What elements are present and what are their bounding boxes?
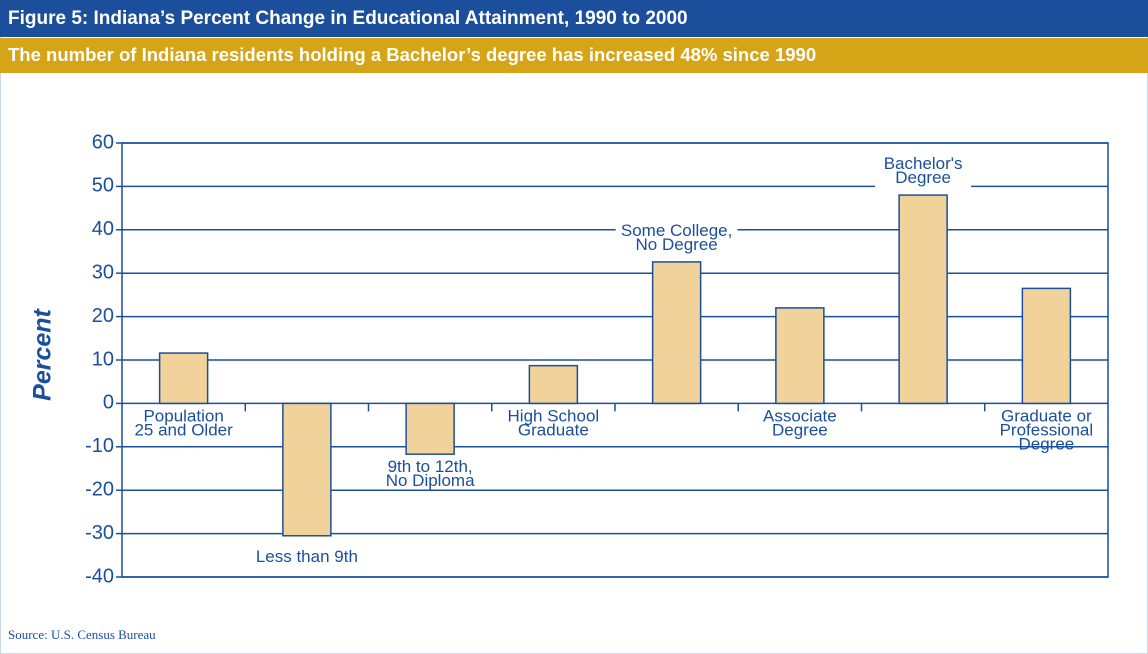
x-tick-label: Less than 9th bbox=[256, 547, 358, 566]
x-tick-label: Some College, No Degree bbox=[621, 221, 733, 254]
y-tick-label: 30 bbox=[92, 261, 114, 283]
x-tick-label-line: Population bbox=[143, 407, 223, 426]
bar bbox=[405, 402, 455, 455]
x-tick-label-line: High School bbox=[508, 407, 600, 426]
bar bbox=[528, 364, 579, 405]
x-tick-label-line: 25 and Older bbox=[134, 421, 233, 440]
chart-subtitle: The number of Indiana residents holding … bbox=[8, 44, 816, 65]
label-bg bbox=[615, 222, 738, 255]
x-tick-label-line: No Diploma bbox=[386, 472, 475, 491]
y-tick-label: 20 bbox=[92, 305, 114, 327]
y-tick-label: 50 bbox=[92, 175, 114, 197]
bar bbox=[775, 307, 825, 405]
y-tick-label: -10 bbox=[85, 435, 114, 457]
x-tick-label-line: No Degree bbox=[636, 235, 718, 254]
x-tick-label-line: Less than 9th bbox=[256, 547, 358, 566]
chart-title: Figure 5: Indiana’s Percent Change in Ed… bbox=[8, 8, 688, 29]
y-tick-label: -20 bbox=[85, 478, 114, 500]
x-tick-label-line: Graduate or bbox=[1001, 407, 1092, 426]
y-tick-label: 60 bbox=[92, 131, 114, 153]
x-tick-label-line: Graduate bbox=[518, 421, 589, 440]
y-tick-label: 10 bbox=[92, 348, 114, 370]
x-tick-label: 9th to 12th, No Diploma bbox=[386, 458, 475, 491]
bar bbox=[158, 352, 209, 405]
x-tick-label-line: Degree bbox=[895, 169, 951, 188]
subtitle-bar bbox=[0, 38, 1148, 73]
y-tick-label: 40 bbox=[92, 218, 114, 240]
x-tick-label-line: Degree bbox=[1018, 435, 1074, 454]
x-tick-label-line: Associate bbox=[763, 407, 837, 426]
x-tick-label-line: Degree bbox=[772, 421, 828, 440]
bar bbox=[1021, 287, 1072, 405]
x-tick-label-line: 9th to 12th, bbox=[388, 458, 473, 477]
label-bg bbox=[875, 156, 972, 189]
source: Source: U.S. Census Bureau bbox=[8, 627, 156, 642]
x-tick-label: High School Graduate bbox=[508, 407, 600, 440]
bar bbox=[282, 402, 332, 537]
x-tick-label-line: Some College, bbox=[621, 221, 733, 240]
bar bbox=[651, 261, 702, 405]
x-tick-label-line: Professional bbox=[1000, 421, 1094, 440]
x-tick-label: Associate Degree bbox=[763, 407, 837, 440]
x-tick-label: Population 25 and Older bbox=[134, 407, 233, 440]
y-tick-label: -30 bbox=[85, 522, 114, 544]
y-axis-label: Percent bbox=[29, 307, 57, 400]
x-tick-label-line: Bachelor's bbox=[884, 155, 963, 174]
x-tick-label: Bachelor's Degree bbox=[884, 155, 963, 188]
plot-border bbox=[121, 142, 1109, 578]
x-tick-label: Graduate or Professional Degree bbox=[1000, 407, 1094, 454]
title-bar bbox=[0, 0, 1148, 37]
y-tick-label: 0 bbox=[103, 392, 114, 414]
y-tick-label: -40 bbox=[85, 565, 114, 587]
bar bbox=[898, 194, 948, 405]
